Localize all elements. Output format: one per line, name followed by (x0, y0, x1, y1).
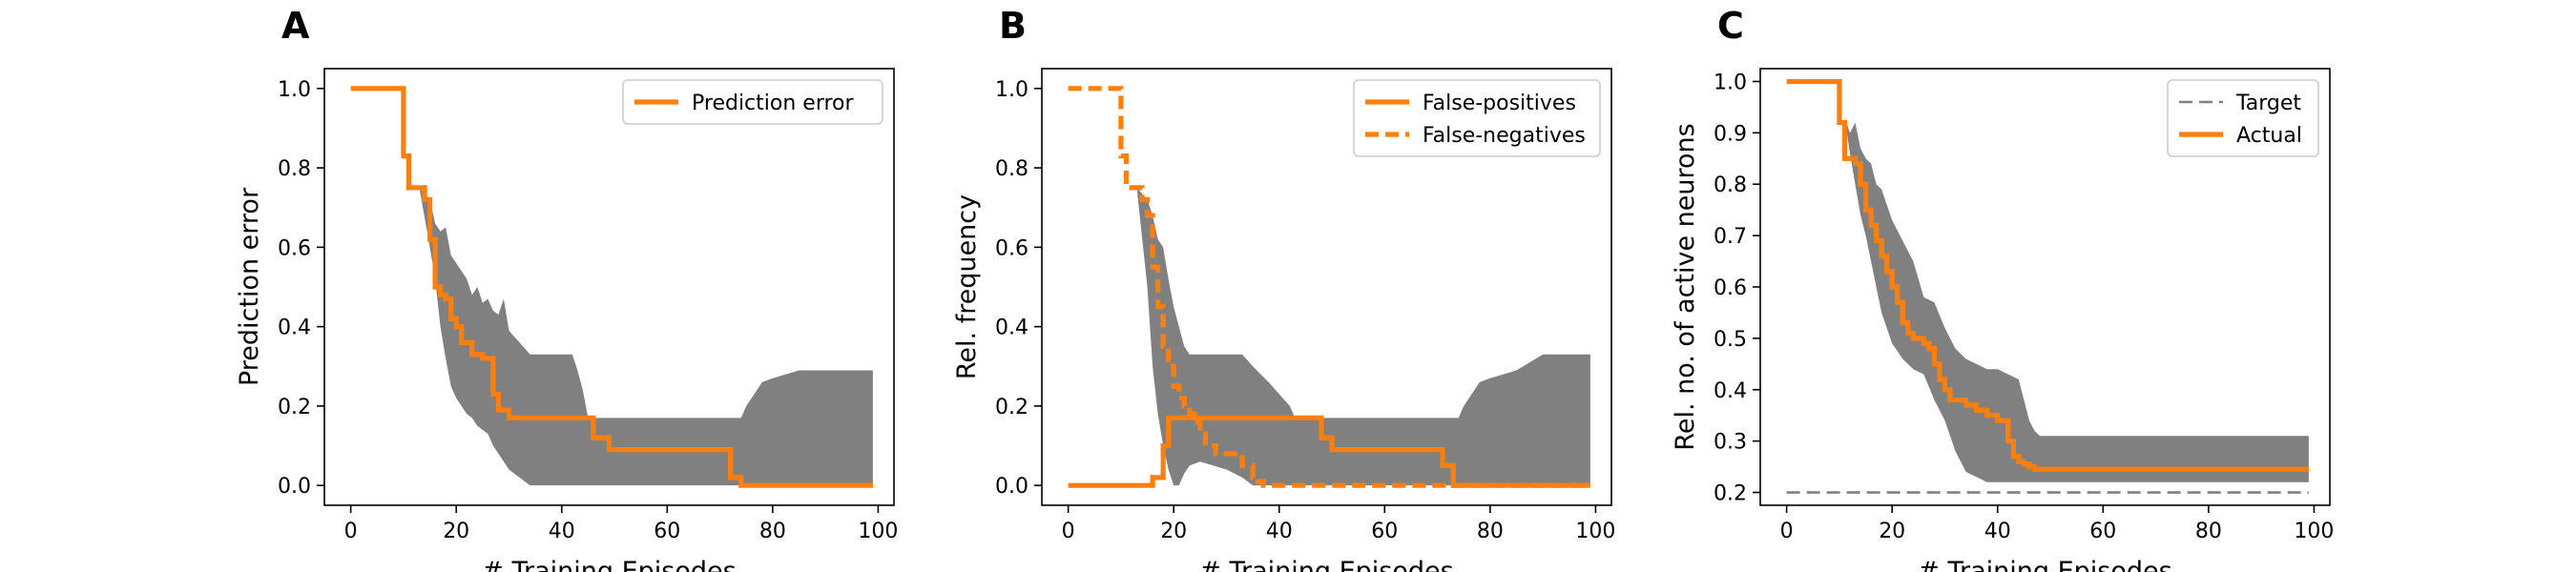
y-axis-label: Rel. frequency (952, 194, 982, 379)
chart-panel-b: 0 20 40 60 80 100 0.0 0.2 0.4 0.6 0.8 1.0 # Training… (952, 5, 1615, 572)
y-tick-label: 0.4 (1714, 379, 1747, 403)
series-line-0 (350, 86, 873, 488)
legend-box (622, 79, 883, 125)
y-tick-label: 0.2 (995, 396, 1028, 419)
chart-panel-a: 0 20 40 60 80 100 0.0 0.2 0.4 0.6 0.8 1.0 # Training… (235, 5, 898, 572)
panel-letter: B (999, 5, 1027, 47)
plot-area (350, 86, 873, 488)
variability-band (419, 187, 873, 486)
legend-label: Target (2235, 92, 2301, 115)
plot-area (1786, 78, 2309, 494)
x-tick-label: 100 (1575, 520, 1615, 543)
y-tick-label: 0.8 (995, 157, 1028, 181)
x-tick-label: 40 (1266, 520, 1293, 543)
x-tick-label: 40 (1984, 520, 2011, 543)
axes-frame (1041, 68, 1612, 506)
x-tick-label: 80 (2195, 520, 2222, 543)
x-tick-label: 40 (549, 520, 575, 543)
y-tick-label: 1.0 (278, 78, 311, 102)
y-tick-label: 0.8 (1714, 174, 1747, 197)
legend-box (2167, 79, 2319, 157)
x-tick-label: 60 (2089, 520, 2116, 543)
legend-label: False-negatives (1423, 124, 1586, 148)
legend-box (1353, 79, 1601, 157)
axes-frame (323, 68, 895, 506)
x-tick-label: 100 (2294, 520, 2334, 543)
legend-label: Actual (2236, 124, 2302, 148)
series-line-1 (1786, 78, 2309, 472)
legend: False-positives False-negatives (1353, 79, 1601, 157)
x-tick-label: 0 (344, 520, 358, 543)
chart-panel-c: 0 20 40 60 80 100 0.2 0.3 0.4 0.5 0.6 0.7 0.8 0.9 1.0 #… (1671, 5, 2334, 572)
series-line-0 (1068, 415, 1590, 488)
y-axis-label: Prediction error (235, 187, 264, 386)
x-tick-label: 80 (759, 520, 786, 543)
x-tick-label: 60 (1371, 520, 1398, 543)
y-tick-label: 0.4 (278, 317, 311, 340)
x-axis-label: # Training Episodes (482, 557, 736, 572)
y-tick-label: 0.4 (995, 317, 1028, 340)
y-tick-label: 0.8 (278, 157, 311, 181)
y-tick-label: 0.6 (278, 236, 311, 260)
variability-band (1844, 117, 2309, 482)
y-tick-label: 0.0 (995, 475, 1028, 499)
y-tick-label: 0.2 (1714, 482, 1747, 506)
x-tick-label: 0 (1780, 520, 1794, 543)
y-tick-label: 1.0 (995, 78, 1028, 102)
x-tick-label: 20 (443, 520, 469, 543)
y-tick-label: 0.9 (1714, 122, 1747, 146)
legend: Target Actual (2167, 79, 2319, 157)
x-tick-label: 100 (858, 520, 898, 543)
x-axis-label: # Training Episodes (1199, 557, 1453, 572)
x-tick-label: 80 (1477, 520, 1504, 543)
x-tick-label: 20 (1879, 520, 1905, 543)
variability-band (1136, 187, 1590, 486)
y-tick-label: 0.6 (1714, 276, 1747, 300)
x-tick-label: 0 (1062, 520, 1075, 543)
panel-letter: A (281, 5, 310, 47)
y-tick-label: 0.3 (1714, 431, 1747, 455)
y-axis-label: Rel. no. of active neurons (1671, 123, 1700, 450)
plot-area (1068, 86, 1590, 488)
legend-label: False-positives (1423, 92, 1576, 115)
y-tick-label: 1.0 (1714, 71, 1747, 94)
x-tick-label: 20 (1160, 520, 1187, 543)
legend: Prediction error (622, 79, 883, 125)
panel-letter: C (1717, 5, 1744, 47)
y-tick-label: 0.2 (278, 396, 311, 419)
y-tick-label: 0.0 (278, 475, 311, 499)
y-tick-label: 0.7 (1714, 225, 1747, 249)
x-axis-label: # Training Episodes (1918, 557, 2171, 572)
x-tick-label: 60 (654, 520, 680, 543)
y-tick-label: 0.6 (995, 236, 1028, 260)
series-line-1 (1068, 86, 1590, 488)
y-tick-label: 0.5 (1714, 328, 1747, 352)
legend-label: Prediction error (692, 92, 854, 115)
